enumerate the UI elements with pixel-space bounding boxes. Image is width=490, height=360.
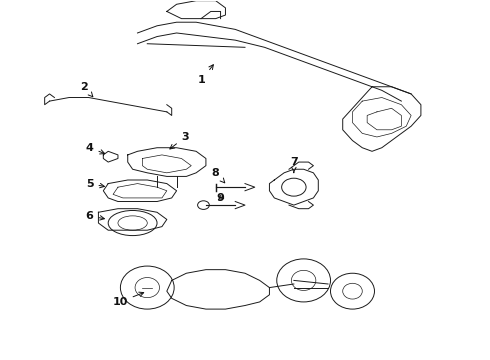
Text: 5: 5	[86, 179, 104, 189]
Text: 8: 8	[212, 168, 225, 183]
Text: 1: 1	[198, 65, 213, 85]
Text: 10: 10	[112, 292, 144, 307]
Text: 7: 7	[290, 157, 298, 173]
Text: 9: 9	[217, 193, 224, 203]
Text: 4: 4	[86, 143, 104, 154]
Text: 2: 2	[80, 82, 93, 97]
Text: 3: 3	[170, 132, 189, 149]
Text: 6: 6	[86, 211, 104, 221]
